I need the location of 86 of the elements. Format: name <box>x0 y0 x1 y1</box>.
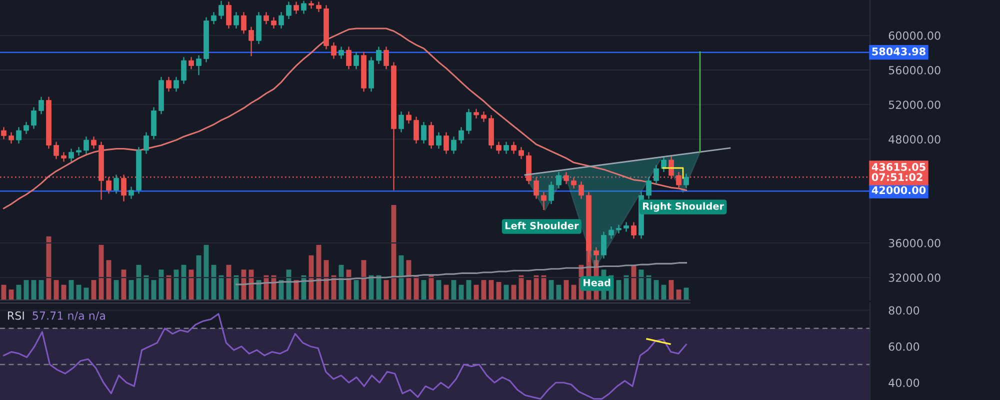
candlestick <box>608 226 614 240</box>
ref-line-label: 58043.98 <box>872 48 926 56</box>
candlestick <box>84 136 89 154</box>
candlestick <box>196 54 202 76</box>
annotation: Head <box>584 278 610 286</box>
candlestick <box>301 0 306 14</box>
candlestick <box>128 186 134 200</box>
candlestick <box>444 132 449 154</box>
y-tick-label: 56000.00 <box>888 66 940 74</box>
y-tick-label: 52000.00 <box>888 100 940 109</box>
candlestick <box>406 110 412 124</box>
y-tick-label: 36000.00 <box>888 238 940 248</box>
candlestick <box>661 156 666 173</box>
candlestick <box>481 110 486 122</box>
candlestick <box>346 46 352 70</box>
candlestick <box>286 1 292 20</box>
candlestick <box>518 146 524 160</box>
candlestick <box>264 12 269 25</box>
candlestick <box>31 106 36 130</box>
candlestick <box>541 191 546 211</box>
y-tick-label: 80.00 <box>888 306 920 315</box>
candlestick <box>218 0 224 20</box>
candlestick <box>458 126 464 144</box>
y-tick-label: 40.00 <box>888 378 920 388</box>
candlestick <box>556 171 562 190</box>
line-series <box>3 313 687 400</box>
candlestick <box>54 141 59 160</box>
candlestick <box>436 132 442 150</box>
candlestick <box>646 176 652 200</box>
candlestick <box>338 46 344 60</box>
candlestick <box>616 224 622 234</box>
candlestick <box>331 42 336 60</box>
candlestick <box>376 46 382 65</box>
candlestick <box>414 116 419 144</box>
candlestick <box>24 121 29 135</box>
annotation: Right Shoulder <box>643 202 724 212</box>
candlestick <box>61 152 66 162</box>
candlestick <box>248 26 254 57</box>
candlestick <box>91 136 96 150</box>
candlestick <box>174 76 179 92</box>
candlestick <box>181 56 186 84</box>
candlestick <box>278 12 284 30</box>
candlestick <box>114 174 119 194</box>
candlestick <box>654 164 659 185</box>
candlestick <box>451 136 456 154</box>
text: RSI <box>8 311 24 320</box>
candlestick <box>601 231 606 260</box>
candlestick <box>466 108 472 135</box>
candlestick <box>294 1 299 14</box>
candlestick <box>384 46 389 70</box>
candlestick <box>68 148 74 162</box>
y-tick-label: 60000.00 <box>888 31 940 40</box>
candlestick <box>398 110 404 133</box>
candlestick <box>684 173 689 190</box>
candlestick <box>234 12 239 30</box>
annotation: Left Shoulder <box>505 222 579 230</box>
y-tick-label: 48000.00 <box>888 135 940 144</box>
text: 57.71 n/a n/a <box>32 312 105 321</box>
candlestick <box>624 222 629 232</box>
candlestick <box>1 126 6 140</box>
candlestick <box>474 108 479 119</box>
candlestick <box>496 141 502 154</box>
candlestick <box>8 132 14 144</box>
candlestick <box>511 141 516 154</box>
candlestick <box>428 121 434 150</box>
candlestick <box>16 126 22 144</box>
candlestick <box>504 141 509 154</box>
y-tick-label: 60.00 <box>888 342 920 351</box>
candlestick <box>166 76 172 92</box>
candlestick <box>226 1 232 30</box>
candlestick <box>548 181 554 205</box>
candlestick <box>144 132 149 154</box>
candlestick <box>38 96 44 115</box>
candlestick <box>76 146 82 156</box>
candlestick <box>241 12 246 34</box>
candlestick <box>631 222 636 240</box>
candlestick <box>421 121 426 144</box>
candlestick <box>578 181 584 200</box>
ref-line-label: 43615.05 07:51:02 <box>872 163 926 181</box>
y-tick-label: 32000.00 <box>888 273 940 282</box>
candlestick <box>271 16 276 30</box>
candlestick <box>211 12 216 25</box>
ref-line-label: 42000.00 <box>872 186 926 194</box>
candlestick <box>316 1 322 13</box>
candlestick <box>188 56 194 70</box>
candlestick <box>354 51 359 70</box>
